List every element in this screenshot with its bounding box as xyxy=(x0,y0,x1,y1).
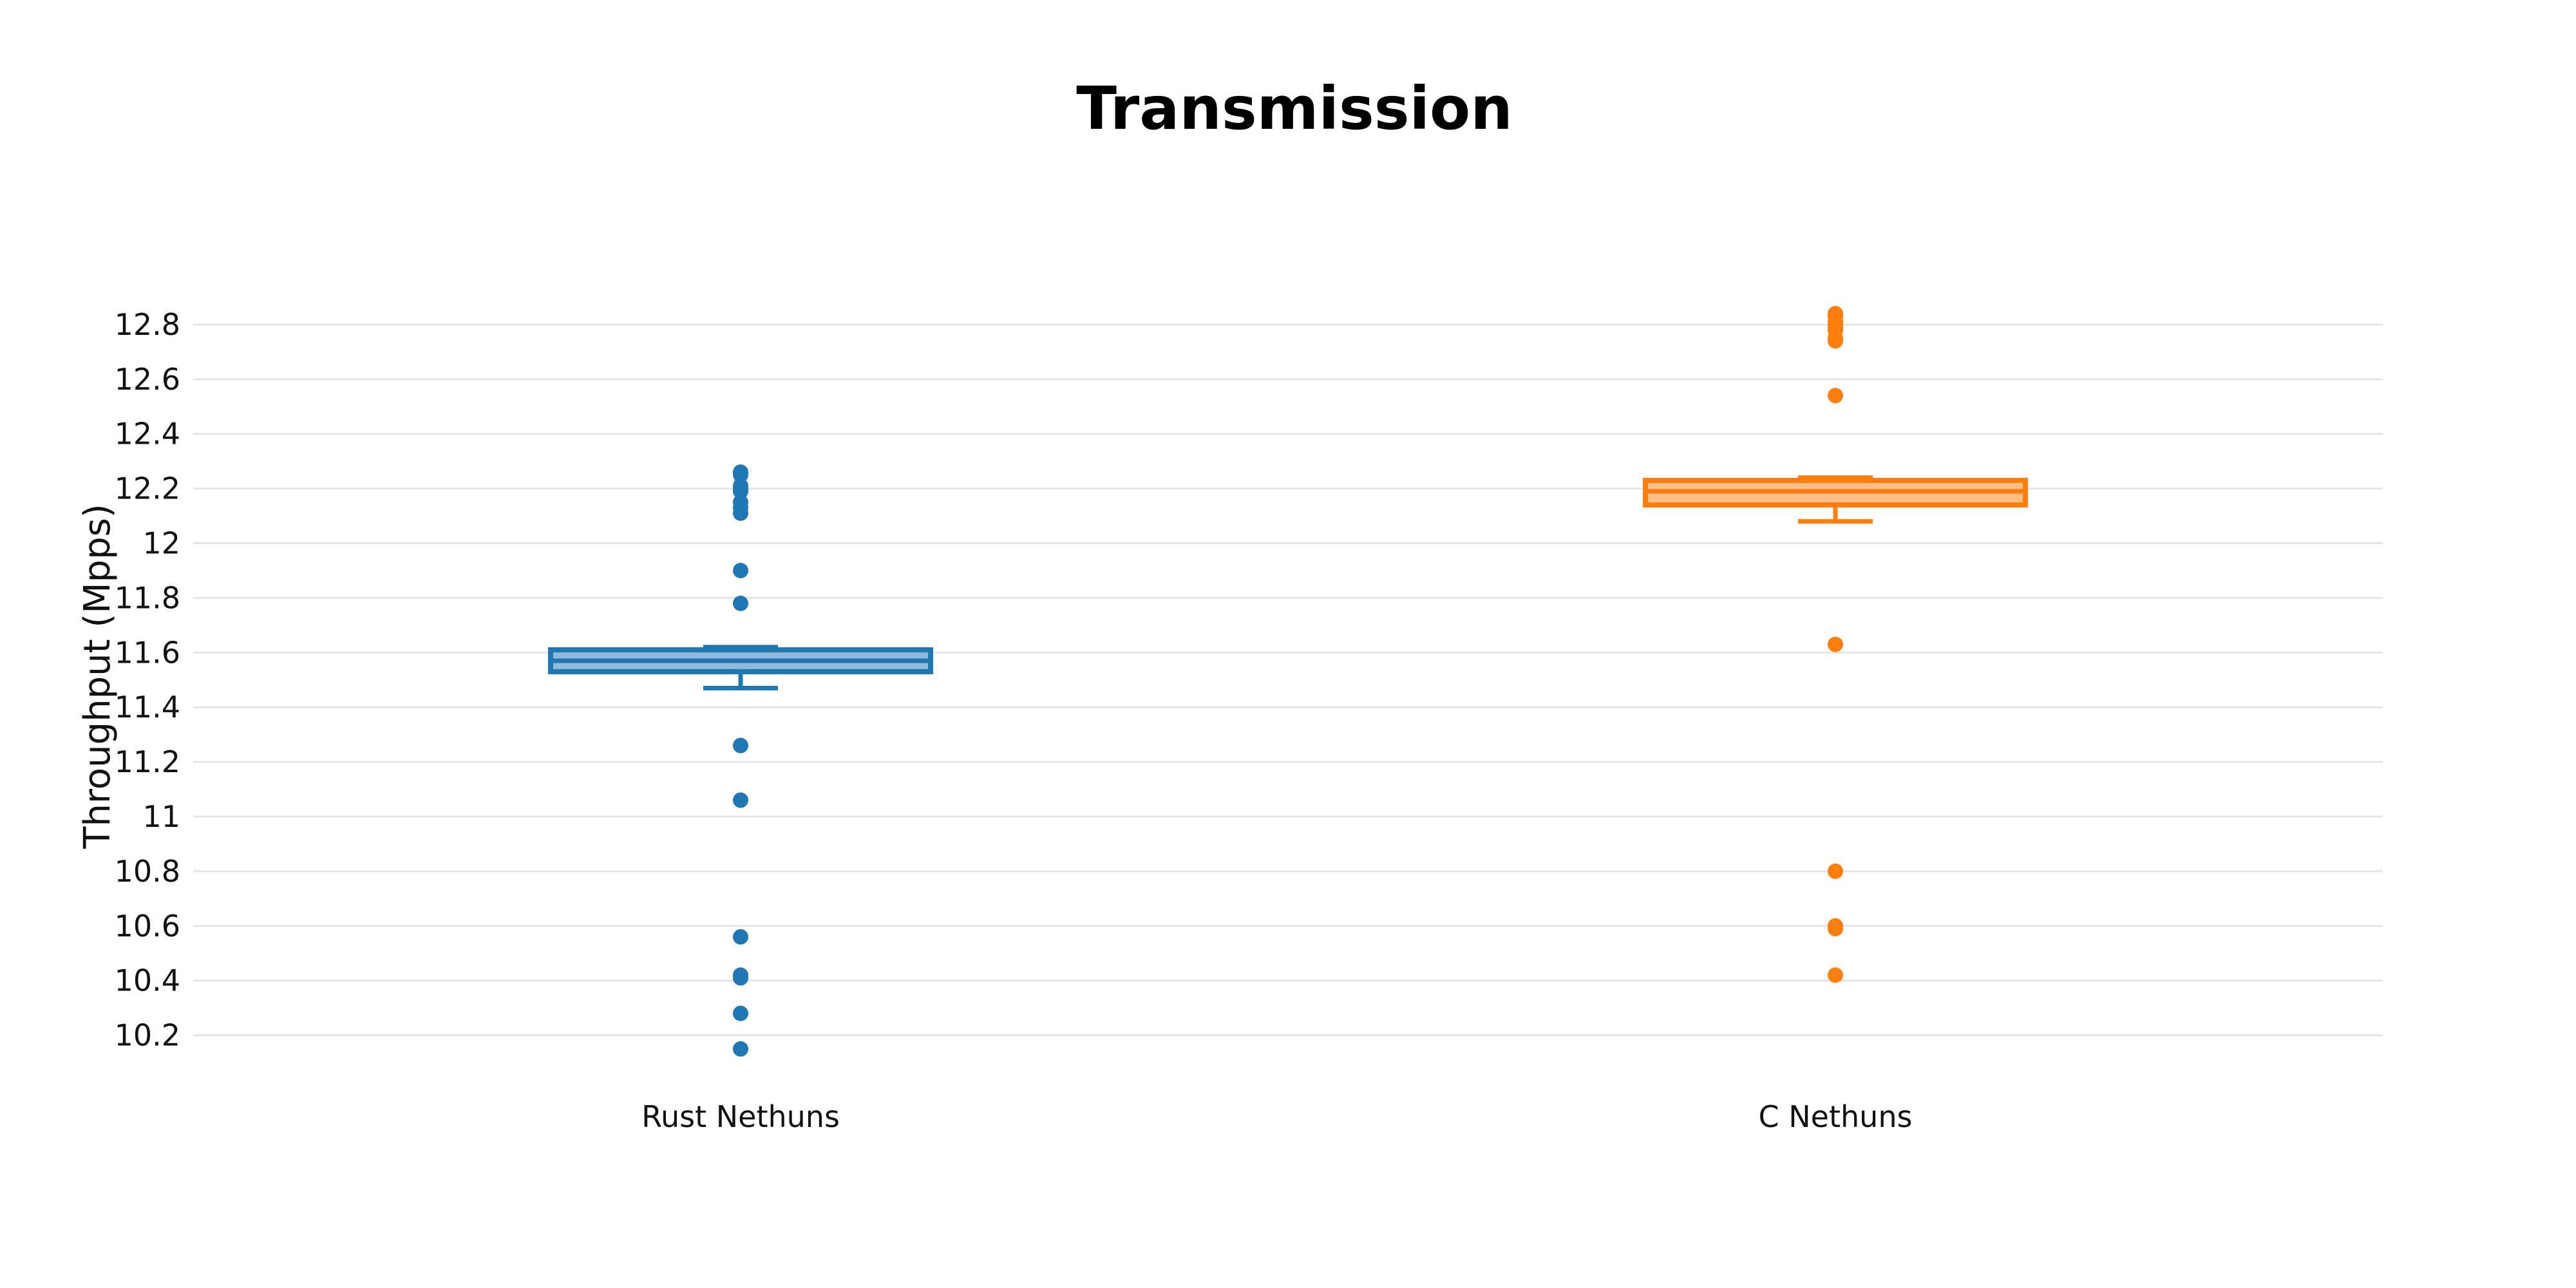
outlier-point xyxy=(1828,333,1843,349)
y-tick-label: 12.6 xyxy=(115,362,180,397)
y-axis-label: Throughput (Mpps) xyxy=(77,504,118,849)
y-tick-label: 10.2 xyxy=(115,1018,180,1053)
box-plot xyxy=(1643,305,2028,983)
outlier-point xyxy=(733,792,748,808)
outlier-point xyxy=(733,467,748,483)
outlier-point xyxy=(733,483,748,499)
outlier-point xyxy=(1828,967,1843,983)
outlier-point xyxy=(1828,636,1843,652)
y-tick-label: 10.6 xyxy=(115,909,180,943)
outlier-point xyxy=(1828,388,1843,404)
y-tick-label: 10.8 xyxy=(115,854,180,889)
x-category-labels: Rust Nethuns C Nethuns xyxy=(641,1099,1912,1134)
outlier-point xyxy=(733,595,748,611)
outlier-point xyxy=(1828,921,1843,937)
y-tick-labels: 10.2 10.4 10.6 10.8 11 11.2 11.4 11.6 11.8 12 12.2… xyxy=(115,307,180,1053)
outlier-point xyxy=(733,505,748,521)
y-tick-label: 12.8 xyxy=(115,307,180,342)
outlier-point xyxy=(733,929,748,945)
outlier-point xyxy=(733,1005,748,1021)
y-tick-label: 12.4 xyxy=(115,417,180,451)
outlier-point xyxy=(733,562,748,578)
outlier-point xyxy=(1828,863,1843,879)
y-tick-label: 11.8 xyxy=(115,580,180,615)
outlier-point xyxy=(733,970,748,986)
y-tick-label: 11.2 xyxy=(115,744,180,779)
y-tick-label: 12 xyxy=(142,526,180,561)
grid-lines xyxy=(193,323,2383,1037)
outlier-point xyxy=(733,737,748,753)
x-category-label: Rust Nethuns xyxy=(641,1099,840,1134)
y-tick-label: 10.4 xyxy=(115,963,180,998)
outlier-point xyxy=(733,1041,748,1057)
chart-title: Transmission xyxy=(1076,74,1513,143)
y-tick-label: 11.4 xyxy=(115,690,180,724)
box-plot xyxy=(548,464,933,1057)
y-tick-label: 11.6 xyxy=(115,635,180,670)
x-category-label: C Nethuns xyxy=(1759,1099,1913,1134)
y-tick-label: 12.2 xyxy=(115,471,180,506)
box-plots xyxy=(548,305,2028,1057)
y-tick-label: 11 xyxy=(142,799,180,834)
